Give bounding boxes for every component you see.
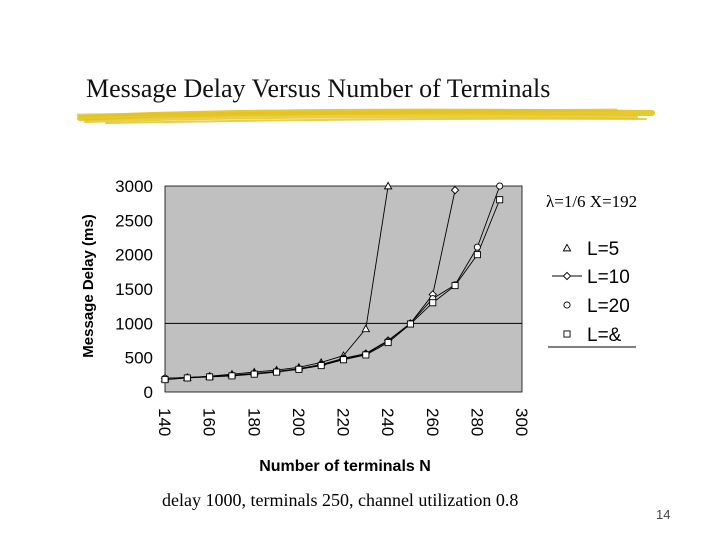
legend-label: L=20: [587, 296, 630, 317]
series-circle-point: [496, 182, 504, 190]
x-tick-label: 180: [244, 408, 263, 436]
series-triangle-point: [361, 324, 371, 333]
series-square-point: [429, 299, 437, 307]
legend-label: L=10: [587, 267, 630, 288]
x-tick-label: 140: [155, 408, 174, 436]
series-square-point: [451, 282, 459, 290]
x-tick-label: 160: [200, 408, 219, 436]
series-square-point: [161, 376, 169, 384]
legend-label: L=&: [587, 325, 622, 346]
series-square-point: [496, 196, 504, 204]
x-tick-label: 260: [423, 408, 442, 436]
series-square-point: [183, 374, 191, 382]
legend-diamond-point: [562, 271, 572, 281]
x-tick-label: 280: [467, 408, 486, 436]
series-square-point: [273, 368, 281, 376]
series-triangle-point: [383, 181, 393, 190]
y-axis-ticks: 0 500 1000 1500 2000 2500 3000: [115, 177, 153, 402]
series-square-point: [384, 339, 392, 347]
series-square-point: [406, 320, 414, 328]
title-underline-brush: [76, 108, 655, 124]
series-circle-point: [473, 243, 481, 251]
legend-triangle-point: [562, 243, 572, 252]
series-diamond-point: [450, 185, 460, 195]
series-square-point: [473, 251, 481, 259]
series-square-point: [295, 365, 303, 373]
y-tick-label: 2500: [115, 211, 153, 230]
slide-title: Message Delay Versus Number of Terminals: [86, 74, 551, 103]
legend-square-point: [563, 330, 571, 338]
y-axis-label: Message Delay (ms): [80, 214, 97, 357]
y-tick-label: 3000: [115, 177, 153, 196]
y-tick-label: 500: [125, 349, 153, 368]
series-square-point: [250, 370, 258, 378]
legend: L=5 L=10 L=20 L=&: [548, 239, 636, 348]
y-tick-label: 2000: [115, 246, 153, 265]
series-square-point: [362, 351, 370, 359]
series-square-point: [206, 373, 214, 381]
legend-label: L=5: [587, 239, 619, 260]
x-tick-label: 220: [334, 408, 353, 436]
y-tick-label: 1000: [115, 314, 153, 333]
x-tick-label: 300: [512, 408, 531, 436]
y-tick-label: 1500: [115, 280, 153, 299]
legend-circle-point: [563, 301, 571, 309]
x-axis-label: Number of terminals N: [259, 458, 431, 475]
x-axis-ticks: 140 160 180 200 220 240 260 280 300: [155, 408, 531, 436]
x-tick-label: 240: [378, 408, 397, 436]
x-tick-label: 200: [289, 408, 308, 436]
series-square-line: [164, 199, 501, 381]
series-square-point: [228, 372, 236, 380]
page-number: 14: [656, 507, 671, 522]
y-tick-label: 0: [144, 383, 153, 402]
slide-caption: delay 1000, terminals 250, channel utili…: [162, 490, 519, 510]
parameters-label: λ=1/6 X=192: [546, 192, 638, 211]
series-square-point: [339, 356, 348, 364]
series-square-point: [317, 362, 325, 370]
series-markers: [160, 181, 504, 384]
